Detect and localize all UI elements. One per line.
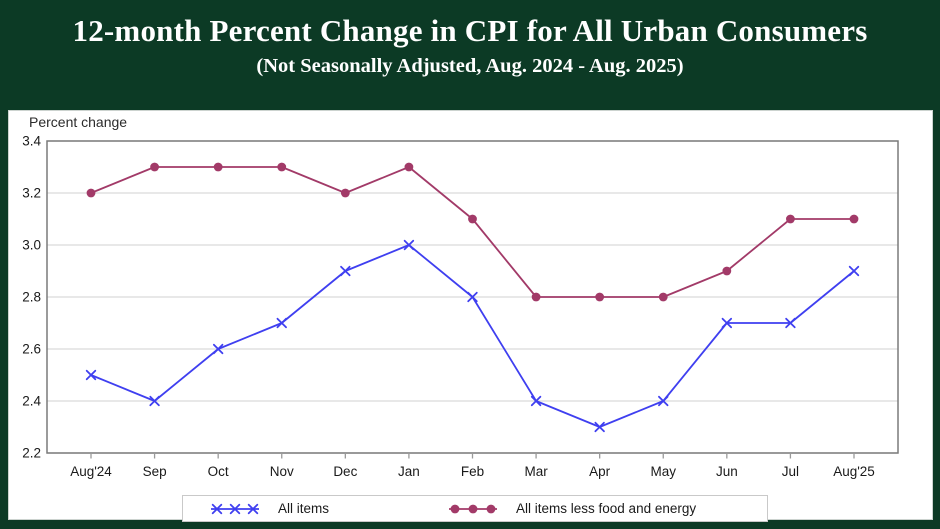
y-tick-label: 3.2: [22, 186, 41, 201]
x-marker-icon: [149, 395, 160, 407]
dot-marker-icon: [595, 292, 605, 302]
x-tick-label: Sep: [143, 464, 167, 479]
x-marker-icon: [340, 265, 351, 277]
cpi-line-chart: 2.2 2.4 2.6 2.8 3.0 3.2 3.4 Aug'24 Sep Oct Nov Dec J…: [22, 134, 899, 479]
series-line-0: [90, 244, 855, 428]
dot-marker-icon: [722, 266, 732, 276]
x-marker-icon: [212, 343, 224, 355]
x-tick-label: Jun: [716, 464, 738, 479]
x-tick-label: Apr: [589, 464, 611, 479]
x-tick-label: Feb: [461, 464, 484, 479]
y-tick-label: 2.6: [22, 342, 41, 357]
x-marker-icon: [594, 421, 605, 433]
dot-marker-icon: [213, 162, 223, 172]
x-marker-icon: [276, 317, 287, 329]
legend-entry-all-items: All items: [209, 501, 329, 516]
plot-frame: [46, 140, 899, 454]
dot-marker-icon: [531, 292, 541, 302]
x-tick-label: Aug'24: [70, 464, 112, 479]
chart-panel: Percent change 2.2 2.4 2.6 2.8 3.0 3.2 3.4 Aug'…: [8, 110, 933, 522]
y-tick-label: 3.4: [22, 134, 41, 149]
page-subtitle: (Not Seasonally Adjusted, Aug. 2024 - Au…: [256, 55, 684, 77]
x-tick-label: Jan: [398, 464, 420, 479]
x-tick-label: Jul: [782, 464, 799, 479]
x-marker-icon: [211, 503, 223, 514]
series-line-1: [90, 166, 854, 298]
dot-marker-icon: [150, 162, 159, 172]
dot-marker-icon: [340, 188, 350, 198]
x-tick-label: Dec: [333, 464, 357, 479]
dot-marker-icon: [658, 292, 668, 302]
dot-marker-icon: [450, 504, 460, 513]
x-marker-icon: [658, 395, 669, 407]
x-tick-label: May: [650, 464, 676, 479]
dot-marker-icon: [86, 188, 96, 198]
y-tick-label: 2.8: [22, 290, 41, 305]
x-marker-icon: [530, 395, 542, 407]
y-axis-title: Percent change: [29, 114, 128, 130]
y-tick-label: 3.0: [22, 238, 41, 253]
y-tick-label: 2.2: [22, 446, 41, 461]
x-tick-label: Mar: [524, 464, 548, 479]
x-tick-label: Nov: [270, 464, 294, 479]
x-marker-icon: [85, 369, 97, 381]
all-items-line-sample-icon: [211, 503, 259, 514]
chart-legend: All items All items less food and energy: [182, 495, 768, 522]
dot-marker-icon: [486, 504, 496, 513]
legend-label-all-items: All items: [278, 501, 330, 516]
x-tick-label: Oct: [208, 464, 229, 479]
x-marker-icon: [467, 291, 478, 303]
chart-header: 12-month Percent Change in CPI for All U…: [0, 0, 940, 78]
dot-marker-icon: [786, 214, 795, 224]
dot-marker-icon: [468, 504, 478, 513]
legend-entry-core: All items less food and energy: [447, 501, 696, 516]
dot-marker-icon: [849, 214, 859, 224]
dot-marker-icon: [404, 162, 414, 172]
x-tick-label: Aug'25: [833, 464, 875, 479]
x-marker-icon: [721, 317, 733, 329]
x-marker-icon: [229, 503, 241, 514]
legend-label-core: All items less food and energy: [516, 501, 697, 516]
core-line-sample-icon: [449, 504, 498, 513]
x-marker-icon: [848, 265, 860, 277]
x-marker-icon: [785, 317, 796, 329]
x-marker-icon: [403, 239, 415, 251]
dot-marker-icon: [277, 162, 287, 172]
page-title: 12-month Percent Change in CPI for All U…: [72, 13, 868, 48]
dot-marker-icon: [468, 214, 477, 224]
x-marker-icon: [247, 503, 259, 514]
y-tick-label: 2.4: [22, 394, 41, 409]
